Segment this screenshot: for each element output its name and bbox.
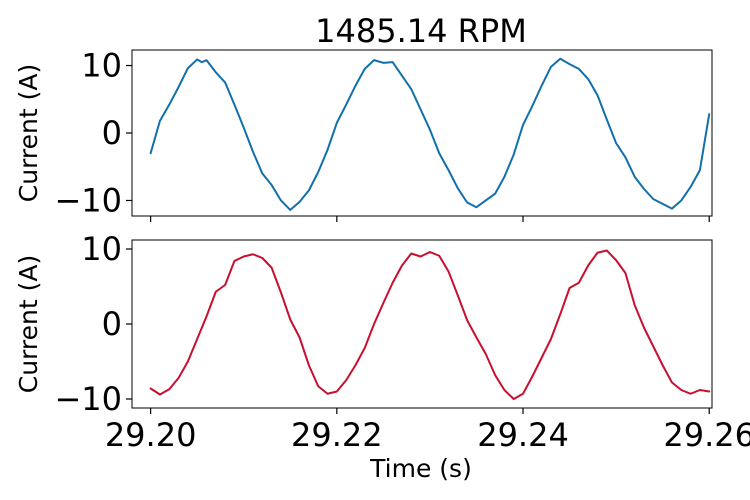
y-tick-label: 0	[102, 305, 122, 343]
y-tick-label: 0	[102, 114, 122, 152]
x-axis-label: Time (s)	[369, 454, 472, 483]
chart-title: 1485.14 RPM	[315, 12, 527, 50]
x-tick-label: 29.22	[291, 416, 383, 454]
top-panel-y-axis-label: Current (A)	[14, 64, 43, 202]
bottom-panel: 10 0 −10 29.20 29.22 29.24 29.26 Current (A)	[14, 230, 750, 454]
bottom-panel-x-ticks: 29.20 29.22 29.24 29.26	[105, 408, 750, 454]
y-tick-label: 10	[81, 47, 122, 85]
bottom-panel-y-axis-label: Current (A)	[14, 255, 43, 393]
bottom-panel-current-line	[149, 249, 711, 400]
top-panel-x-ticks	[150, 216, 710, 222]
x-tick-label: 29.20	[105, 416, 197, 454]
x-tick-label: 29.24	[477, 416, 569, 454]
top-panel-current-line	[149, 57, 711, 211]
bottom-panel-frame	[131, 239, 713, 409]
top-panel-y-ticks: 10 0 −10	[54, 47, 132, 219]
y-tick-label: 10	[81, 230, 122, 268]
x-tick-label: 29.26	[663, 416, 750, 454]
bottom-panel-y-ticks: 10 0 −10	[54, 230, 132, 418]
y-tick-label: −10	[54, 380, 122, 418]
top-panel: 10 0 −10 Current (A)	[14, 47, 713, 222]
y-tick-label: −10	[54, 181, 122, 219]
